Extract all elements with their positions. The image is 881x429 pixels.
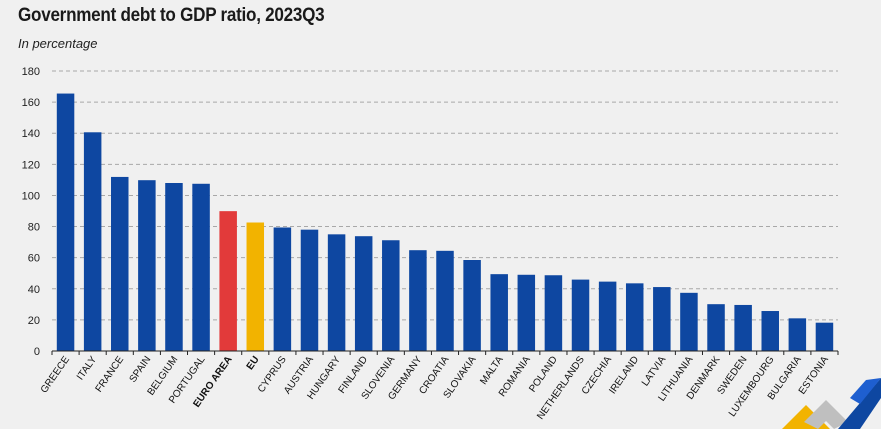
category-label: SPAIN [128, 354, 154, 384]
bar-sweden [734, 304, 752, 351]
bar-bulgaria [788, 318, 807, 351]
y-tick-label: 60 [28, 253, 40, 265]
category-label: FRANCE [94, 354, 127, 394]
bar-latvia [653, 287, 671, 351]
bar-lithuania [680, 292, 698, 351]
y-tick-label: 180 [22, 66, 40, 78]
eurostat-logo-icon [782, 378, 881, 429]
bar-luxembourg [761, 311, 779, 351]
category-label: ITALY [75, 354, 99, 382]
y-tick-label: 140 [22, 128, 40, 140]
y-axis-ticks: 0 20 40 60 80 100 120 140 160 180 [22, 66, 40, 358]
category-label: LATVIA [640, 354, 669, 388]
y-tick-label: 120 [22, 159, 40, 171]
bar-slovakia [463, 260, 481, 351]
bar-belgium [165, 183, 183, 351]
bar-malta [490, 274, 508, 351]
bar-euro-area [219, 211, 237, 351]
y-tick-label: 40 [28, 284, 40, 296]
y-tick-label: 160 [22, 97, 40, 109]
bar-slovenia [382, 240, 400, 351]
bar-greece [56, 93, 75, 352]
bar-hungary [327, 234, 346, 351]
bar-austria [300, 229, 319, 351]
chart-subtitle: In percentage [18, 36, 98, 51]
bar-finland [354, 236, 373, 351]
category-label: EU [245, 354, 262, 372]
category-label: GREECE [39, 354, 72, 395]
chart-title: Government debt to GDP ratio, 2023Q3 [18, 5, 325, 26]
y-tick-label: 0 [34, 346, 40, 358]
bars [56, 93, 834, 352]
bar-portugal [192, 183, 210, 351]
x-axis [51, 350, 839, 355]
y-tick-label: 20 [28, 315, 40, 327]
bar-italy [83, 132, 102, 351]
bar-cyprus [273, 227, 292, 351]
bar-netherlands [571, 279, 590, 351]
y-tick-label: 100 [22, 190, 40, 202]
y-tick-label: 80 [28, 222, 40, 234]
bar-czechia [598, 281, 617, 351]
bar-romania [517, 274, 536, 351]
bar-eu [246, 222, 265, 351]
bar-ireland [625, 283, 644, 351]
bar-estonia [815, 322, 834, 351]
bar-france [111, 176, 129, 351]
category-label: MALTA [478, 354, 505, 387]
bar-croatia [436, 250, 454, 351]
bar-poland [544, 275, 563, 351]
bar-spain [138, 180, 156, 351]
bar-germany [409, 250, 427, 351]
bar-denmark [707, 304, 725, 351]
